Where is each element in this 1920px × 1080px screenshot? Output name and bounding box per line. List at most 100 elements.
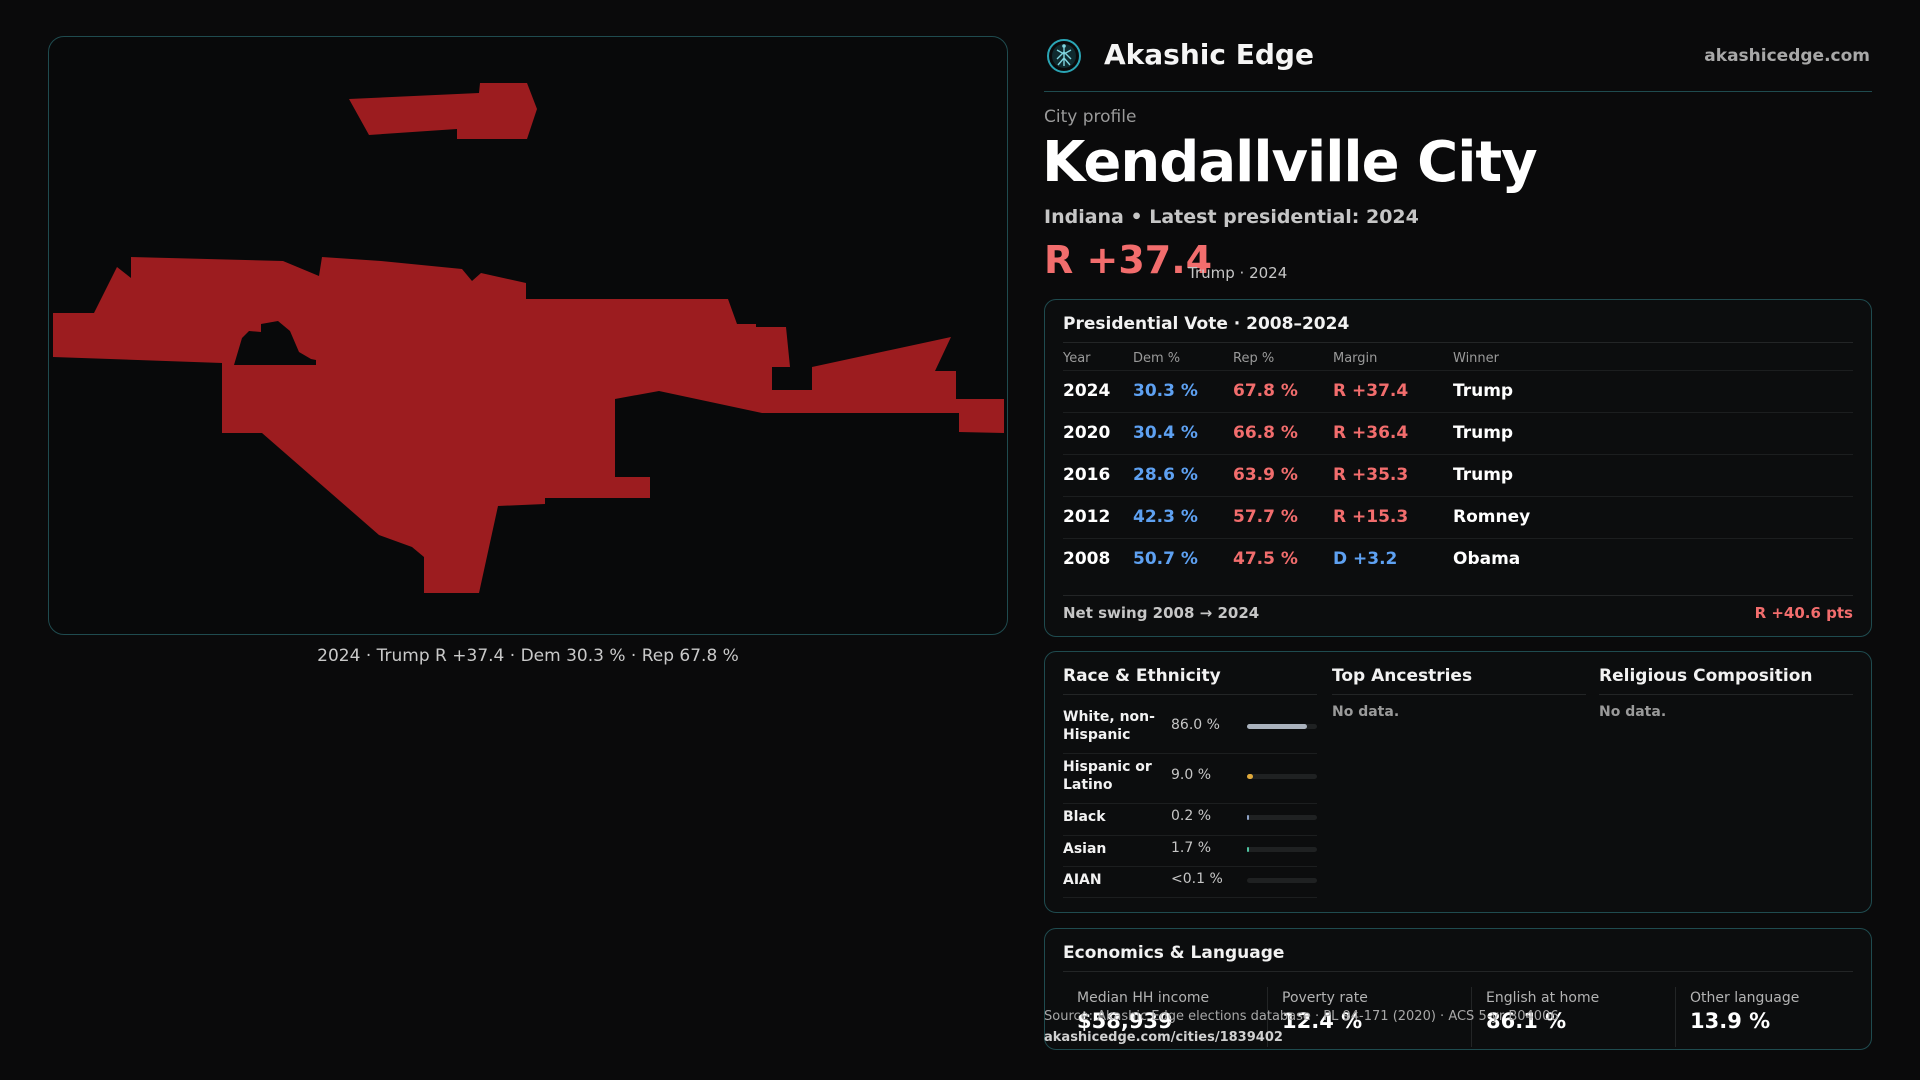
econ-metric: English at home 86.1 % [1471,987,1661,1047]
footer-link[interactable]: akashicedge.com/cities/1839402 [1044,1030,1283,1045]
econ-metric-label: Poverty rate [1282,990,1368,1006]
rep-cell: 57.7 % [1233,507,1298,527]
ethnicity-bar-track [1247,724,1317,729]
ethnicity-label: AIAN [1063,872,1102,888]
year-cell: 2012 [1063,507,1111,527]
header-rep: Rep % [1233,351,1275,366]
city-boundary-shape [53,83,1004,593]
dem-cell: 50.7 % [1133,549,1198,569]
profile-kicker: City profile [1044,107,1137,127]
margin-cell: R +36.4 [1333,423,1409,443]
net-swing-label: Net swing 2008 → 2024 [1063,604,1260,622]
winner-cell: Obama [1453,549,1521,569]
dem-cell: 42.3 % [1133,507,1198,527]
winner-cell: Trump [1453,381,1514,401]
divider [1063,694,1317,695]
race-ethnicity-title: Race & Ethnicity [1063,666,1221,686]
table-row: 2008 50.7 % 47.5 % D +3.2 Obama [1063,538,1853,580]
ethnicity-bar-track [1247,878,1317,883]
year-cell: 2016 [1063,465,1111,485]
ethnicity-bar-fill [1247,724,1308,729]
ethnicity-row: AIAN <0.1 % [1063,867,1317,898]
year-cell: 2024 [1063,381,1111,401]
year-cell: 2008 [1063,549,1111,569]
map-caption: 2024 · Trump R +37.4 · Dem 30.3 % · Rep … [317,646,739,666]
divider [1599,694,1853,695]
religion-empty: No data. [1599,704,1667,720]
religious-composition-title: Religious Composition [1599,666,1813,686]
ancestries-empty: No data. [1332,704,1400,720]
ethnicity-pct: <0.1 % [1171,871,1223,887]
rep-cell: 47.5 % [1233,549,1298,569]
rep-cell: 66.8 % [1233,423,1298,443]
ethnicity-row: White, non-Hispanic 86.0 % [1063,704,1317,754]
margin-cell: R +37.4 [1333,381,1409,401]
econ-metric: Poverty rate 12.4 % [1267,987,1457,1047]
map-hole [234,321,316,365]
winner-cell: Romney [1453,507,1531,527]
econ-metric-value: 86.1 % [1486,1009,1567,1033]
ethnicity-pct: 1.7 % [1171,840,1212,856]
margin-cell: R +15.3 [1333,507,1409,527]
map-parcel-main [53,257,1004,593]
ethnicity-pct: 86.0 % [1171,717,1220,733]
presidential-vote-title: Presidential Vote · 2008–2024 [1063,314,1350,334]
year-cell: 2020 [1063,423,1111,443]
winner-cell: Trump [1453,465,1514,485]
economics-title: Economics & Language [1063,943,1285,963]
net-swing: Net swing 2008 → 2024 R +40.6 pts [1063,595,1853,622]
rep-cell: 63.9 % [1233,465,1298,485]
header-winner: Winner [1453,351,1500,366]
table-row: 2024 30.3 % 67.8 % R +37.4 Trump [1063,370,1853,412]
econ-metric-value: 13.9 % [1690,1009,1771,1033]
ethnicity-row: Asian 1.7 % [1063,836,1317,867]
ethnicity-row: Black 0.2 % [1063,804,1317,836]
winner-cell: Trump [1453,423,1514,443]
ethnicity-label: Black [1063,809,1106,825]
page-title: Kendallville City [1042,130,1538,195]
dem-cell: 30.3 % [1133,381,1198,401]
table-row: 2016 28.6 % 63.9 % R +35.3 Trump [1063,454,1853,496]
econ-metric-value: $58,939 [1077,1009,1173,1033]
brand-name[interactable]: Akashic Edge [1104,38,1314,71]
economics-card: Economics & Language Median HH income $58… [1044,928,1872,1050]
header-year: Year [1063,351,1091,366]
econ-metric-label: English at home [1486,990,1600,1006]
rep-cell: 67.8 % [1233,381,1298,401]
ethnicity-bar-fill [1247,847,1249,852]
ethnicity-row: Hispanic or Latino 9.0 % [1063,754,1317,804]
ethnicity-pct: 9.0 % [1171,767,1212,783]
ethnicity-bar-track [1247,815,1317,820]
header-dem: Dem % [1133,351,1181,366]
tree-of-life-icon[interactable] [1046,38,1082,74]
ethnicity-label: Asian [1063,841,1107,857]
demographics-card: Race & Ethnicity White, non-Hispanic 86.0… [1044,651,1872,913]
econ-metric: Median HH income $58,939 [1063,987,1253,1047]
ethnicity-bar-track [1247,847,1317,852]
table-row: 2012 42.3 % 57.7 % R +15.3 Romney [1063,496,1853,538]
city-boundary-map [48,36,1008,635]
ethnicity-label: White, non-Hispanic [1063,709,1155,743]
brand-url[interactable]: akashicedge.com [1704,46,1870,66]
dem-cell: 28.6 % [1133,465,1198,485]
ethnicity-pct: 0.2 % [1171,808,1212,824]
footer: Source: Akashic Edge elections database … [1044,1006,1559,1048]
footer-source: Source: Akashic Edge elections database … [1044,1009,1559,1024]
ethnicity-label: Hispanic or Latino [1063,759,1152,793]
header-margin: Margin [1333,351,1378,366]
table-row: 2020 30.4 % 66.8 % R +36.4 Trump [1063,412,1853,454]
econ-metric-label: Other language [1690,990,1800,1006]
headline-margin: R +37.4 [1044,238,1213,282]
econ-metric: Other language 13.9 % [1675,987,1865,1047]
headline-margin-note: Trump · 2024 [1188,264,1288,282]
map-parcel-north [349,83,537,139]
profile-subtitle: Indiana • Latest presidential: 2024 [1044,206,1419,228]
ethnicity-bar-fill [1247,815,1249,820]
ethnicity-bar-track [1247,774,1317,779]
divider [1063,342,1853,343]
ethnicity-bar-fill [1247,774,1254,779]
dem-cell: 30.4 % [1133,423,1198,443]
top-ancestries-title: Top Ancestries [1332,666,1473,686]
margin-cell: R +35.3 [1333,465,1409,485]
net-swing-value: R +40.6 pts [1754,604,1853,622]
